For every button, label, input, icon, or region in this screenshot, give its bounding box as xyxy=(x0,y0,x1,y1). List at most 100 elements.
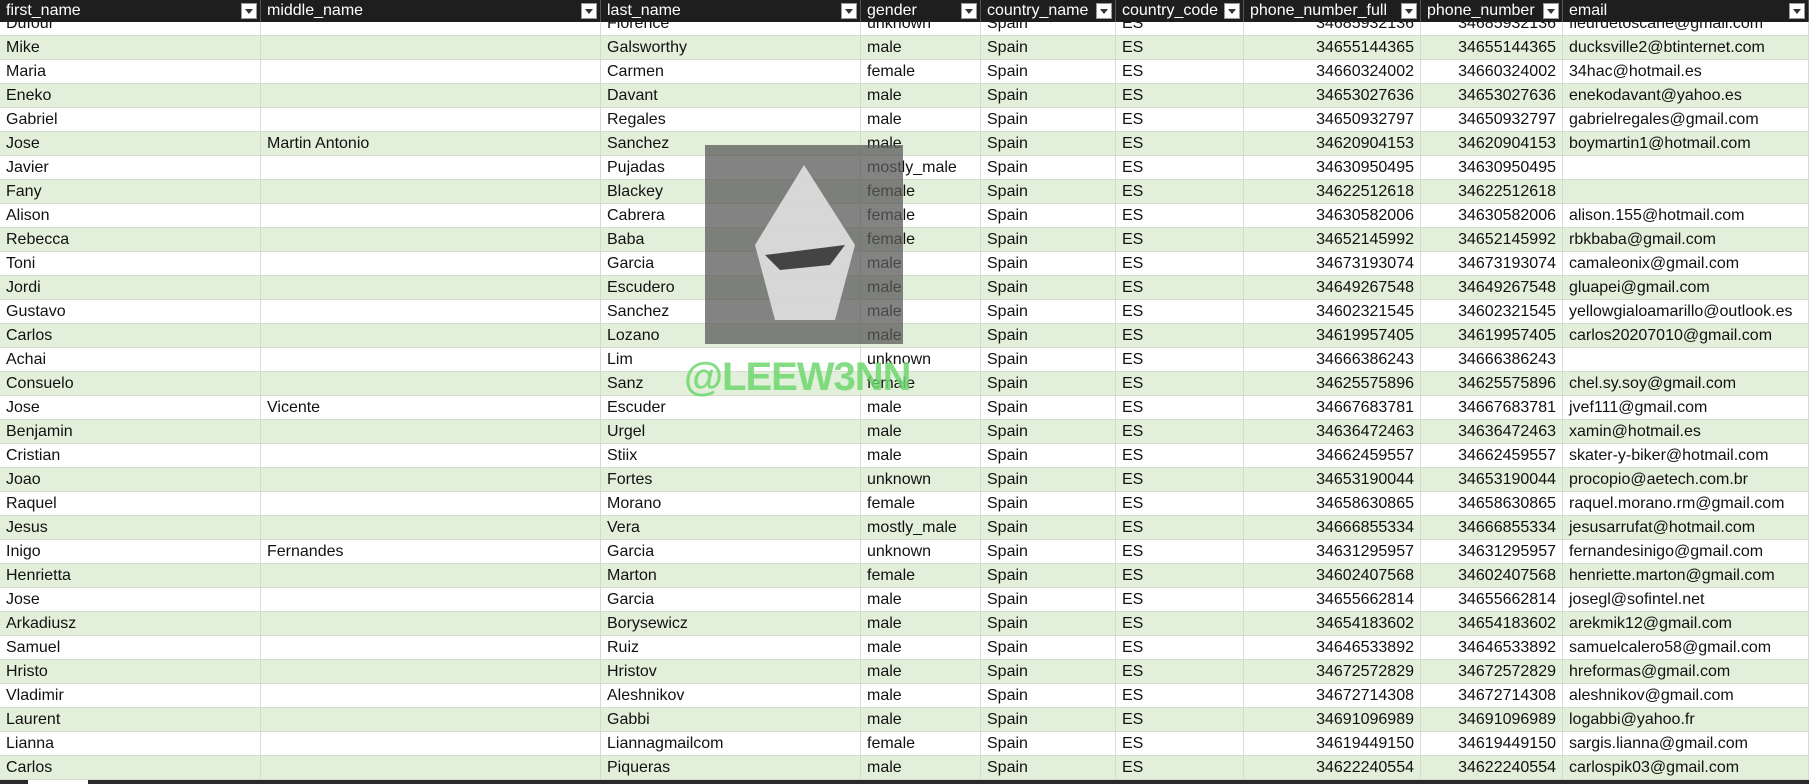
cell: Spain xyxy=(981,396,1116,419)
cell xyxy=(261,156,601,179)
filter-button[interactable] xyxy=(1401,3,1417,19)
cell: Carmen xyxy=(601,60,861,83)
table-row: Carlos Piqueras male Spain ES 34622240554 3462… xyxy=(0,756,1809,780)
filter-button[interactable] xyxy=(1789,3,1805,19)
cell: Spain xyxy=(981,612,1116,635)
cell: Spain xyxy=(981,156,1116,179)
column-header: country_name xyxy=(981,0,1116,22)
cell: 34655662814 xyxy=(1421,588,1563,611)
cell: gabrielregales@gmail.com xyxy=(1563,108,1809,131)
cell: 34672714308 xyxy=(1421,684,1563,707)
cell: 34654183602 xyxy=(1421,612,1563,635)
cell: Escuder xyxy=(601,396,861,419)
cell xyxy=(261,324,601,347)
cell: Jose xyxy=(0,588,261,611)
table-row: Jose Garcia male Spain ES 34655662814 34655662… xyxy=(0,588,1809,612)
filter-button[interactable] xyxy=(841,3,857,19)
column-header: email xyxy=(1563,0,1809,22)
column-header: gender xyxy=(861,0,981,22)
table-row: Maria Carmen female Spain ES 34660324002 34660… xyxy=(0,60,1809,84)
cell: ES xyxy=(1116,204,1244,227)
cell: rbkbaba@gmail.com xyxy=(1563,228,1809,251)
cell: raquel.morano.rm@gmail.com xyxy=(1563,492,1809,515)
column-header: first_name xyxy=(0,0,261,22)
cell: Spain xyxy=(981,300,1116,323)
cell: Spain xyxy=(981,636,1116,659)
cell xyxy=(261,84,601,107)
cell: Urgel xyxy=(601,420,861,443)
table-row: ToniGarciamaleSpainES3467319307434673193… xyxy=(0,252,1809,276)
filter-button[interactable] xyxy=(241,3,257,19)
cell: Morano xyxy=(601,492,861,515)
cell: ES xyxy=(1116,60,1244,83)
cell: 34655144365 xyxy=(1421,36,1563,59)
cell: ES xyxy=(1116,84,1244,107)
cell: male xyxy=(861,84,981,107)
cell: 34622240554 xyxy=(1421,756,1563,779)
cell: ES xyxy=(1116,468,1244,491)
cell: ES xyxy=(1116,564,1244,587)
table-row: Joao Fortes unknown Spain ES 34653190044 34653… xyxy=(0,468,1809,492)
cell xyxy=(261,300,601,323)
cell: ducksville2@btinternet.com xyxy=(1563,36,1809,59)
cell: 34649267548 xyxy=(1244,276,1421,299)
cell: 34625575896 xyxy=(1421,372,1563,395)
table-row: Lianna Liannagmailcom female Spain ES 3461944… xyxy=(0,732,1809,756)
table-row: AlisonCabrerafemaleSpainES34630582006346… xyxy=(0,204,1809,228)
cell: Galsworthy xyxy=(601,36,861,59)
watermark-text: @LEEW3NN xyxy=(684,355,912,399)
cell: 34602407568 xyxy=(1244,564,1421,587)
cell: gluapei@gmail.com xyxy=(1563,276,1809,299)
table-row: Hristo Hristov male Spain ES 34672572829 34672… xyxy=(0,660,1809,684)
table-row: Achai Lim unknown Spain ES 34666386243 3466638… xyxy=(0,348,1809,372)
sheet-tab[interactable] xyxy=(28,780,88,784)
cell: Carlos xyxy=(0,324,261,347)
table-row: Samuel Ruiz male Spain ES 34646533892 34646533… xyxy=(0,636,1809,660)
filter-button[interactable] xyxy=(961,3,977,19)
cell: josegl@sofintel.net xyxy=(1563,588,1809,611)
cell: yellowgialoamarillo@outlook.es xyxy=(1563,300,1809,323)
cell: 34622512618 xyxy=(1244,180,1421,203)
cell: 34619957405 xyxy=(1244,324,1421,347)
cell: Jose xyxy=(0,132,261,155)
cell: Jose xyxy=(0,396,261,419)
cell: Spain xyxy=(981,420,1116,443)
table-row: Cristian Stiix male Spain ES 34662459557 34662… xyxy=(0,444,1809,468)
cell: ES xyxy=(1116,420,1244,443)
cell: ES xyxy=(1116,324,1244,347)
cell: 34653027636 xyxy=(1421,84,1563,107)
cell: ES xyxy=(1116,516,1244,539)
cell: Hristov xyxy=(601,660,861,683)
cell: Spain xyxy=(981,228,1116,251)
cell xyxy=(261,12,601,35)
filter-button[interactable] xyxy=(1543,3,1559,19)
filter-button[interactable] xyxy=(1224,3,1240,19)
cell: Martin Antonio xyxy=(261,132,601,155)
cell: jesusarrufat@hotmail.com xyxy=(1563,516,1809,539)
cell: Vicente xyxy=(261,396,601,419)
cell: ES xyxy=(1116,732,1244,755)
cell: arekmik12@gmail.com xyxy=(1563,612,1809,635)
cell: 34646533892 xyxy=(1244,636,1421,659)
cell: 34620904153 xyxy=(1421,132,1563,155)
filter-button[interactable] xyxy=(1096,3,1112,19)
cell: alison.155@hotmail.com xyxy=(1563,204,1809,227)
cell: Aleshnikov xyxy=(601,684,861,707)
filter-button[interactable] xyxy=(581,3,597,19)
cell: Consuelo xyxy=(0,372,261,395)
column-header: country_code xyxy=(1116,0,1244,22)
cell: Lianna xyxy=(0,732,261,755)
cell: female xyxy=(861,492,981,515)
cell: Borysewicz xyxy=(601,612,861,635)
cell: ES xyxy=(1116,708,1244,731)
cell: Piqueras xyxy=(601,756,861,779)
table-row: RebeccaBabafemaleSpainES3465214599234652… xyxy=(0,228,1809,252)
cell: 34622240554 xyxy=(1244,756,1421,779)
cell xyxy=(261,588,601,611)
cell: 34691096989 xyxy=(1244,708,1421,731)
cell: Vladimir xyxy=(0,684,261,707)
cell: Toni xyxy=(0,252,261,275)
cell: male xyxy=(861,612,981,635)
cell: 34649267548 xyxy=(1421,276,1563,299)
cell: ES xyxy=(1116,756,1244,779)
